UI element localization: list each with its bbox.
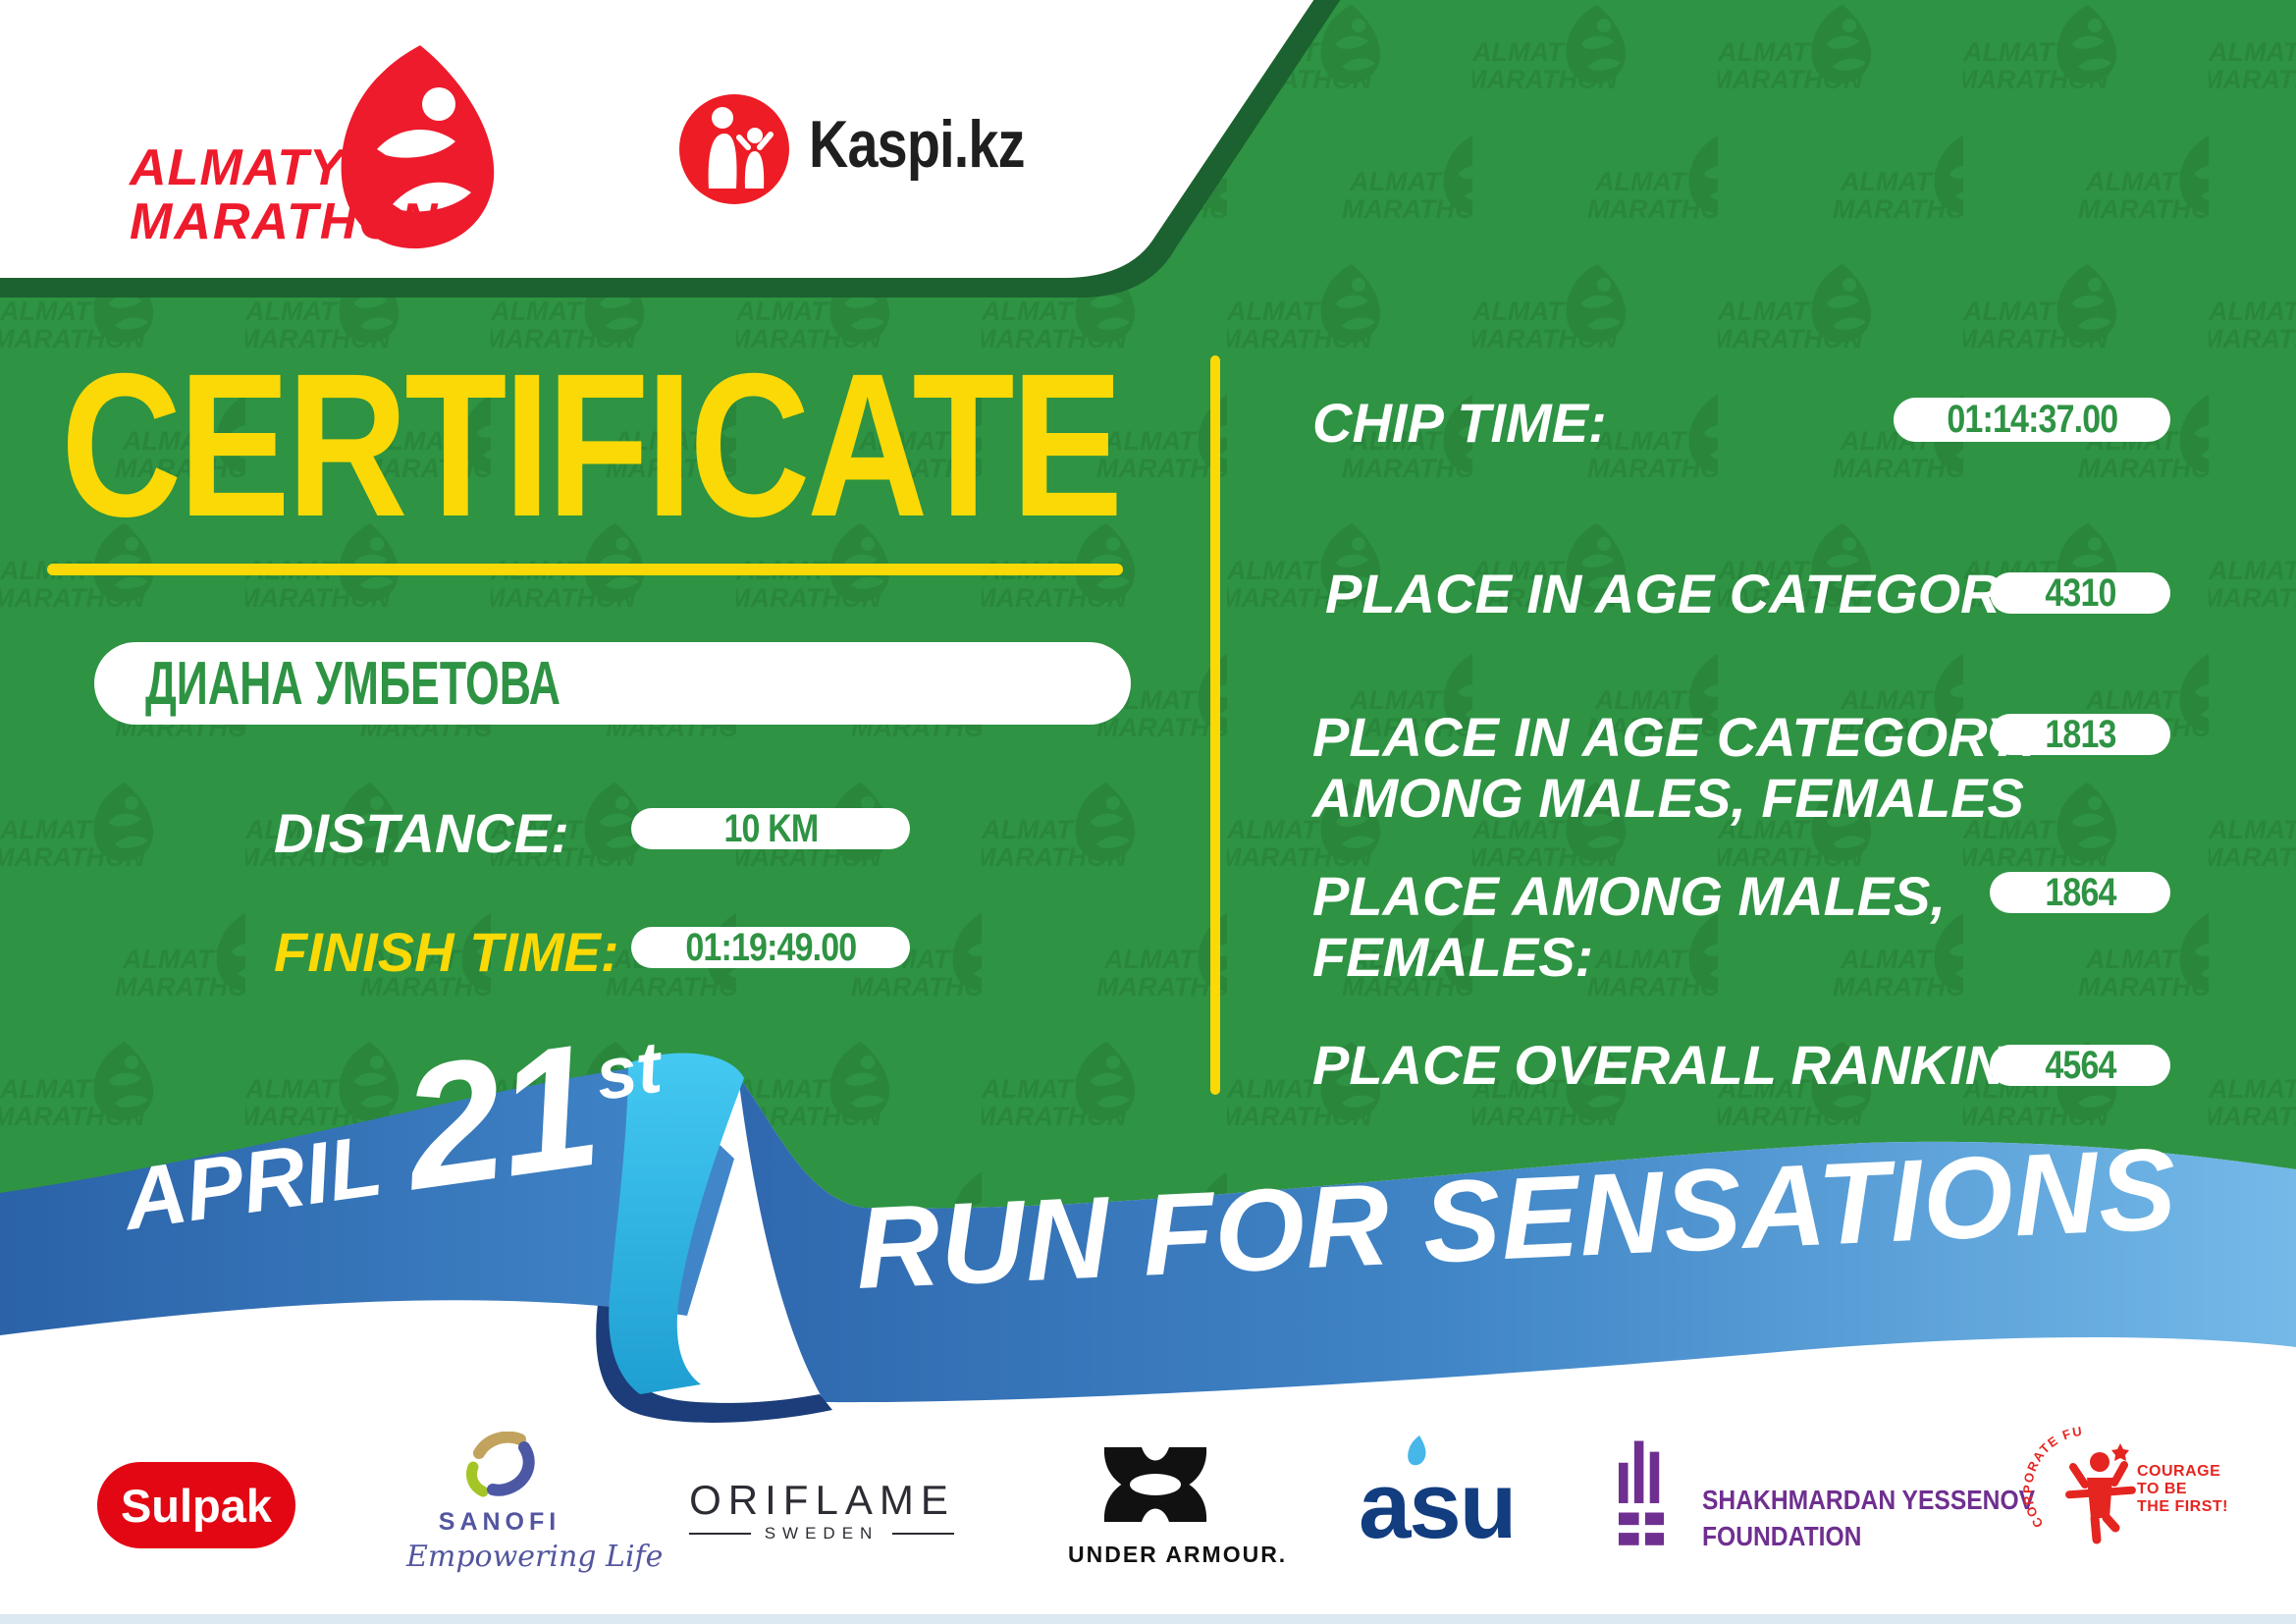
- almaty-marathon-mark-icon: [341, 45, 495, 249]
- age-category-value-pill: 4310: [1990, 570, 2170, 615]
- ribbon-right-band: [738, 1076, 2296, 1403]
- courage-text-line1: COURAGE: [2137, 1463, 2221, 1480]
- yessenov-logo-line2: FOUNDATION: [1702, 1521, 1862, 1551]
- distance-value: 10 KM: [723, 806, 819, 850]
- overall-ranking-value-pill: 4564: [1990, 1043, 2170, 1087]
- certificate-title: CERTIFICATE: [61, 332, 1123, 560]
- courage-arc-text: CORPORATE FUND: [2022, 1424, 2083, 1531]
- sulpak-logo-text: Sulpak: [120, 1479, 273, 1532]
- courage-text-line3: THE FIRST!: [2137, 1498, 2228, 1515]
- under-armour-logo-text: UNDER ARMOUR.: [1068, 1542, 1288, 1567]
- svg-text:CORPORATE FUND: CORPORATE FUND: [2022, 1424, 2084, 1531]
- age-category-label: PLACE IN AGE CATEGORY:: [1325, 563, 2052, 624]
- age-category-value: 4310: [2044, 570, 2116, 615]
- place-mf-label-line2: FEMALES:: [1312, 926, 1594, 988]
- ribbon-left-band: [0, 1067, 734, 1335]
- finish-time-value-pill: 01:19:49.00: [631, 925, 910, 969]
- place-mf-label-line1: PLACE AMONG MALES,: [1312, 865, 1947, 927]
- under-armour-icon: [1103, 1447, 1207, 1522]
- place-mf-value: 1864: [2044, 870, 2116, 914]
- bottom-strip: [0, 1614, 2296, 1624]
- oriflame-sub-text: SWEDEN: [764, 1524, 880, 1543]
- chip-time-value-pill: 01:14:37.00: [1894, 398, 2170, 442]
- header-white-band: [0, 0, 1314, 278]
- kaspi-logo-text: Kaspi.kz: [809, 107, 1025, 182]
- runner-name: ДИАНА УМБЕТОВА: [145, 649, 561, 718]
- sanofi-logo-text: SANOFI: [438, 1508, 561, 1536]
- chip-time-value: 01:14:37.00: [1946, 398, 2118, 441]
- almaty-logo-text-line2: MARATHON: [130, 193, 439, 250]
- ribbon-fold-underside: [596, 1276, 832, 1423]
- sanofi-tagline: Empowering Life: [406, 1540, 664, 1574]
- sanofi-bird-icon: [465, 1432, 535, 1497]
- oriflame-rule-left: [689, 1533, 751, 1535]
- asu-logo-text: asu: [1359, 1453, 1517, 1558]
- kaspi-logo-icon: [679, 94, 789, 204]
- yessenov-foundation-icon: [1619, 1440, 1664, 1545]
- ribbon-fold-face: [609, 1053, 744, 1394]
- runner-name-field: ДИАНА УМБЕТОВА: [94, 642, 1131, 725]
- distance-label: DISTANCE:: [274, 802, 569, 864]
- age-category-mf-label-line1: PLACE IN AGE CATEGORY:: [1312, 706, 2039, 768]
- chip-time-label: CHIP TIME:: [1312, 392, 1607, 454]
- distance-value-pill: 10 KM: [631, 806, 910, 850]
- finish-time-value: 01:19:49.00: [684, 925, 857, 969]
- finish-time-label: FINISH TIME:: [274, 921, 619, 983]
- almaty-logo-text-line1: ALMATY: [128, 139, 347, 196]
- overall-ranking-label: PLACE OVERALL RANKING:: [1312, 1034, 2066, 1096]
- place-mf-value-pill: 1864: [1990, 870, 2170, 914]
- oriflame-sub-row: SWEDEN: [689, 1524, 954, 1543]
- event-date-month: APRIL: [117, 1115, 388, 1249]
- age-category-mf-label-line2: AMONG MALES, FEMALES: [1312, 767, 2024, 829]
- age-category-mf-value-pill: 1813: [1990, 712, 2170, 756]
- courage-fund-icon: CORPORATE FUND: [2022, 1424, 2136, 1544]
- oriflame-logo-text: ORIFLAME: [689, 1477, 955, 1523]
- event-date-day: 21: [392, 1006, 609, 1227]
- asu-droplet-icon: [1408, 1435, 1426, 1466]
- almaty-marathon-logo: ALMATY MARATHON: [128, 45, 495, 250]
- age-category-mf-value: 1813: [2044, 712, 2116, 756]
- oriflame-rule-right: [892, 1533, 954, 1535]
- yessenov-logo-line1: SHAKHMARDAN YESSENOV: [1702, 1485, 2036, 1515]
- sulpak-logo: Sulpak: [97, 1462, 295, 1548]
- event-date-suffix: st: [590, 1025, 667, 1116]
- courage-text-line2: TO BE: [2137, 1481, 2188, 1497]
- title-underline: [47, 564, 1123, 575]
- overall-ranking-value: 4564: [2044, 1043, 2116, 1087]
- column-divider-line: [1210, 355, 1220, 1095]
